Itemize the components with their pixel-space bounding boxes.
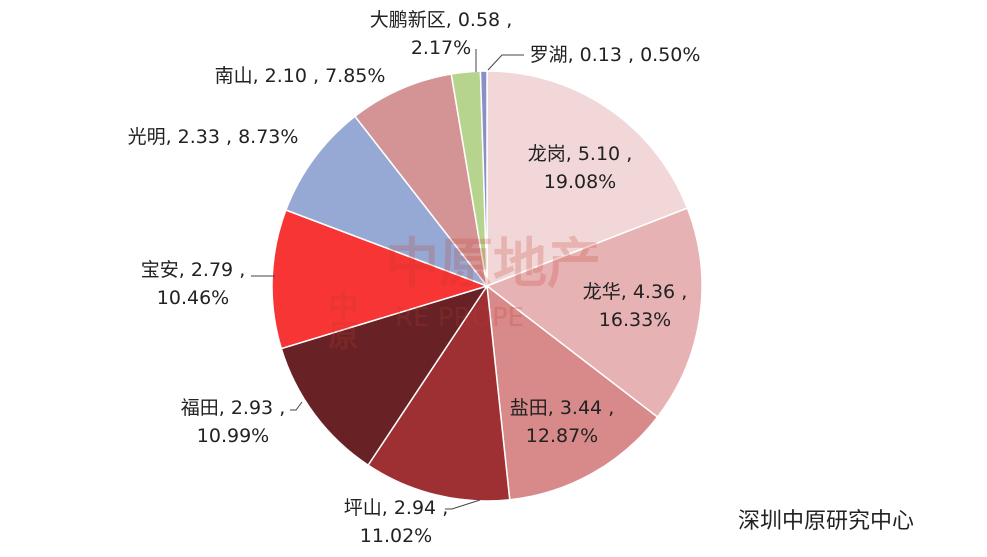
slice-label-7: 南山, 2.10 , 7.85%: [215, 65, 386, 87]
slice-label-5: 宝安, 2.79 , 10.46%: [141, 259, 245, 309]
leader-line-4: [290, 401, 303, 411]
pie-slice-0: [486, 70, 689, 288]
watermark: 中原地产 RE PROPE 中原: [323, 232, 602, 350]
slice-label-line: 龙岗, 5.10 ,: [528, 143, 632, 165]
slice-label-line: 2.17%: [411, 37, 471, 59]
pie-slices: [271, 70, 703, 502]
pie-slice-5: [271, 209, 490, 350]
slice-label-0: 龙岗, 5.10 , 19.08%: [528, 143, 632, 193]
slice-label-1: 龙华, 4.36 , 16.33%: [583, 281, 687, 331]
slice-label-line: 光明, 2.33 , 8.73%: [128, 126, 299, 148]
pie-slice-3: [367, 283, 511, 502]
slice-label-8: 大鹏新区, 0.58 , 2.17%: [370, 9, 512, 59]
pie-slice-9: [479, 70, 488, 287]
watermark-seal: 中原: [323, 290, 359, 350]
leader-line-9: [487, 54, 524, 71]
slice-label-line: 大鹏新区, 0.58 ,: [370, 9, 512, 31]
watermark-subtext: RE PROPE: [395, 303, 524, 333]
pie-slice-6: [284, 115, 490, 288]
slice-label-6: 光明, 2.33 , 8.73%: [128, 126, 299, 148]
pie-slice-1: [485, 207, 703, 419]
pie-slice-4: [280, 284, 489, 467]
slice-label-line: 福田, 2.93 ,: [181, 397, 285, 419]
slice-label-4: 福田, 2.93 , 10.99%: [181, 397, 285, 447]
slice-label-line: 罗湖, 0.13 , 0.50%: [530, 44, 701, 66]
source-note: 深圳中原研究中心: [738, 509, 914, 534]
slice-label-2: 盐田, 3.44 , 12.87%: [510, 397, 614, 447]
slice-label-9: 罗湖, 0.13 , 0.50%: [530, 44, 701, 66]
slice-label-line: 南山, 2.10 , 7.85%: [215, 65, 386, 87]
slice-label-line: 宝安, 2.79 ,: [141, 259, 245, 281]
slice-label-line: 12.87%: [526, 425, 598, 447]
slice-label-line: 龙华, 4.36 ,: [583, 281, 687, 303]
slice-label-line: 16.33%: [599, 309, 671, 331]
pie-slice-7: [353, 73, 488, 287]
slice-label-line: 11.02%: [360, 525, 432, 547]
slice-labels: 龙岗, 5.10 , 19.08% 龙华, 4.36 , 16.33% 盐田, 3.44…: [128, 9, 701, 547]
watermark-text: 中原地产: [385, 232, 601, 295]
slice-label-3: 坪山, 2.94 , 11.02%: [344, 497, 448, 547]
slice-label-line: 10.46%: [157, 287, 229, 309]
leader-line-3: [445, 499, 481, 510]
slice-label-line: 19.08%: [544, 171, 616, 193]
slice-label-line: 坪山, 2.94 ,: [344, 497, 448, 519]
slice-label-line: 盐田, 3.44 ,: [510, 397, 614, 419]
pie-slice-2: [486, 284, 659, 501]
slice-label-line: 10.99%: [197, 425, 269, 447]
